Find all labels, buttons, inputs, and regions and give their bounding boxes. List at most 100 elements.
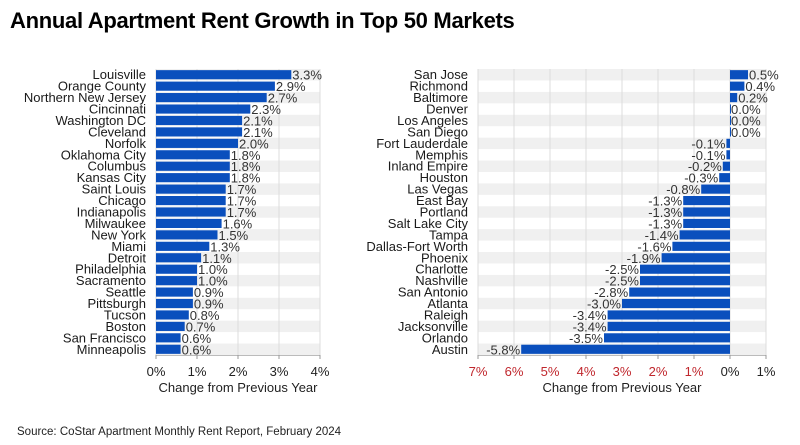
bar [640, 264, 730, 274]
category-label: San Antonio [398, 285, 468, 300]
bar [683, 218, 730, 229]
category-label: Oklahoma City [61, 147, 147, 162]
data-label: 1.1% [202, 251, 232, 266]
category-label: Detroit [108, 250, 147, 265]
data-label: 0.6% [182, 331, 212, 346]
category-label: Minneapolis [77, 342, 147, 357]
data-label: -3.0% [587, 297, 621, 312]
category-label: Charlotte [415, 262, 468, 277]
data-label: 2.1% [243, 113, 273, 128]
category-label: Portland [420, 205, 468, 220]
category-label: Orange County [58, 79, 147, 94]
x-tick-label: 3% [613, 364, 632, 379]
category-label: Denver [426, 102, 469, 117]
data-label: 2.3% [251, 102, 281, 117]
category-label: Austin [432, 342, 468, 357]
bar [622, 298, 730, 309]
category-label: Pittsburgh [87, 296, 146, 311]
data-label: 0.9% [194, 285, 224, 300]
data-label: 1.6% [223, 216, 253, 231]
bar [683, 195, 730, 206]
category-label: Northern New Jersey [24, 90, 147, 105]
category-label: Cincinnati [89, 102, 146, 117]
data-label: -3.5% [569, 331, 603, 346]
category-label: Orlando [422, 330, 468, 345]
bar [156, 173, 230, 183]
category-label: Richmond [409, 79, 468, 94]
data-label: 0.5% [749, 68, 779, 83]
category-label: Saint Louis [82, 182, 147, 197]
source-note: Source: CoStar Apartment Monthly Rent Re… [17, 426, 342, 438]
x-tick-label: 2% [649, 364, 668, 379]
data-label: -2.5% [605, 274, 639, 289]
category-label: Atlanta [428, 296, 469, 311]
bar [726, 150, 730, 160]
category-label: Chicago [98, 193, 146, 208]
bar [722, 161, 730, 171]
data-label: -1.3% [648, 205, 682, 220]
x-axis-title: Change from Previous Year [159, 380, 319, 395]
category-label: Boston [106, 319, 146, 334]
data-label: -0.1% [691, 136, 725, 151]
category-label: Cleveland [88, 124, 146, 139]
category-label: Las Vegas [407, 182, 468, 197]
data-label: 0.6% [182, 342, 212, 357]
bar [156, 253, 202, 263]
bar [156, 207, 226, 217]
x-tick-label: 0% [721, 364, 740, 379]
category-label: Memphis [415, 147, 468, 162]
category-label: Columbus [87, 159, 146, 174]
bar [156, 241, 210, 251]
data-label: -1.3% [648, 194, 682, 209]
category-label: Inland Empire [388, 159, 468, 174]
category-label: Tampa [429, 227, 469, 242]
data-label: 1.8% [231, 171, 261, 186]
category-label: Tucson [104, 307, 146, 322]
bar [156, 276, 197, 286]
category-label: Houston [420, 170, 468, 185]
category-label: San Francisco [63, 330, 146, 345]
bar [156, 150, 230, 160]
data-label: 1.7% [227, 194, 257, 209]
category-label: Norfolk [105, 136, 147, 151]
data-label: -2.8% [594, 285, 628, 300]
data-label: -5.8% [486, 342, 520, 357]
data-label: -1.3% [648, 216, 682, 231]
bar [156, 333, 181, 343]
category-label: Washington DC [55, 113, 146, 128]
bar [156, 81, 275, 91]
data-label: -1.4% [645, 228, 679, 243]
bar [156, 138, 238, 148]
x-tick-label: 4% [311, 364, 330, 379]
bar [156, 93, 267, 103]
category-label: Fort Lauderdale [376, 136, 468, 151]
category-label: San Jose [414, 67, 468, 82]
data-label: -0.3% [684, 171, 718, 186]
category-label: Los Angeles [397, 113, 468, 128]
bar [730, 127, 731, 137]
category-label: Sacramento [76, 273, 146, 288]
bar [661, 253, 730, 263]
data-label: 0.8% [190, 308, 220, 323]
category-label: Milwaukee [85, 216, 146, 231]
data-label: 0.4% [745, 79, 775, 94]
bar [156, 298, 193, 309]
bar [607, 321, 730, 331]
bar [629, 287, 730, 297]
data-label: 1.0% [198, 262, 228, 277]
bar [640, 276, 730, 286]
bar [156, 321, 185, 331]
bar [156, 161, 230, 171]
data-label: 2.9% [276, 79, 306, 94]
category-label: Phoenix [421, 250, 468, 265]
bar [156, 287, 193, 297]
x-tick-label: 0% [147, 364, 166, 379]
bar [604, 333, 730, 343]
category-label: East Bay [416, 193, 469, 208]
data-label: 1.7% [227, 182, 257, 197]
category-label: Dallas-Fort Worth [366, 239, 468, 254]
bar [156, 195, 226, 206]
data-label: -0.2% [688, 159, 722, 174]
data-label: -2.5% [605, 262, 639, 277]
category-label: New York [91, 227, 146, 242]
